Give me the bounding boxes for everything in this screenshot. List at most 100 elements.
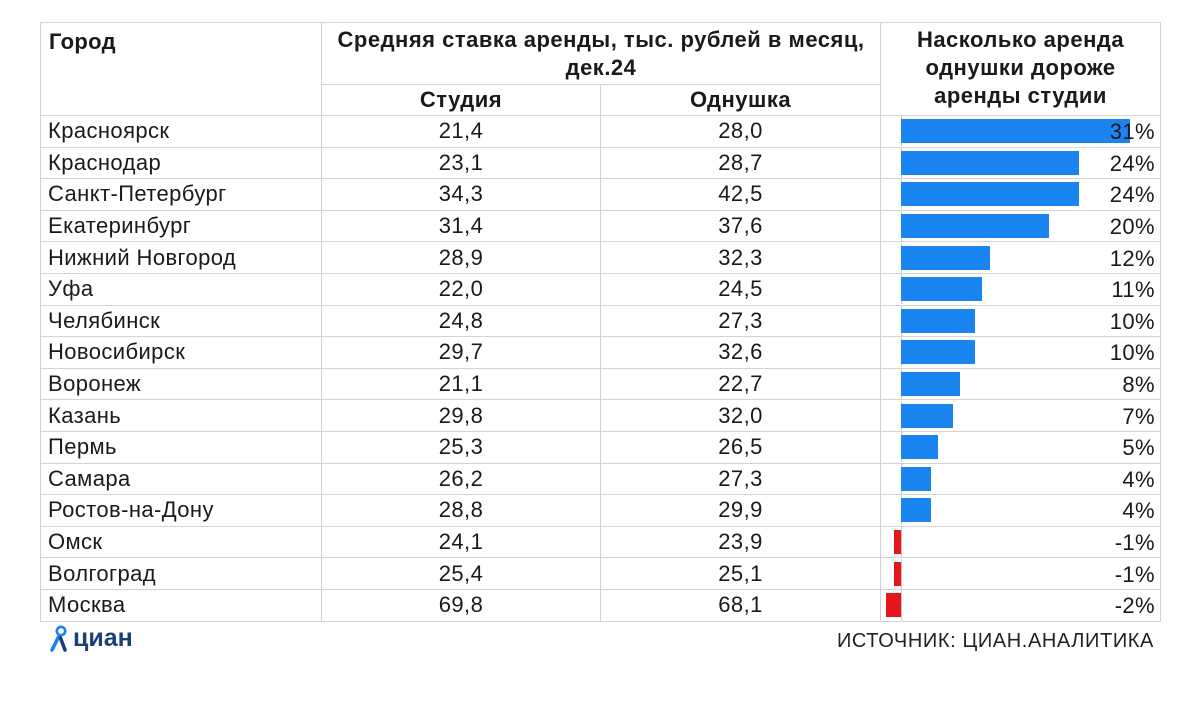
diff-label: -1%: [1114, 561, 1156, 587]
table-row: Ростов-на-Дону 28,8 29,9 4%: [40, 494, 1162, 527]
diff-bar: [901, 435, 939, 460]
diff-label: 20%: [1109, 214, 1156, 240]
diff-bar: [901, 372, 961, 397]
diff-bar-container: 4%: [881, 463, 1160, 494]
studio-rate: 21,1: [321, 367, 601, 401]
city-name: Казань: [40, 399, 322, 432]
diff-cell: 10%: [880, 336, 1162, 369]
city-name: Екатеринбург: [40, 209, 322, 243]
city-name: Волгоград: [40, 557, 322, 590]
source-note: ИСТОЧНИК: ЦИАН.АНАЛИТИКА: [836, 630, 1154, 652]
table-body: Красноярск 21,4 28,0 31% Краснодар 23,1 28,7 24…: [40, 115, 1162, 622]
diff-bar-container: -2%: [881, 590, 1160, 621]
city-name: Уфа: [40, 272, 322, 306]
diff-bar: [901, 119, 1131, 144]
diff-bar: [901, 214, 1050, 239]
header-avg-rate: Средняя ставка аренды, тыс. рублей в мес…: [320, 22, 882, 85]
zero-axis: [901, 558, 903, 589]
pin-icon: [50, 625, 67, 652]
diff-label: -1%: [1114, 530, 1156, 556]
city-name: Воронеж: [40, 367, 322, 401]
diff-bar-container: -1%: [881, 527, 1160, 558]
diff-label: 24%: [1109, 150, 1156, 176]
diff-label: 4%: [1122, 498, 1156, 524]
one-room-rate: 26,5: [599, 430, 882, 464]
one-room-rate: 68,1: [599, 588, 882, 622]
table-row: Екатеринбург 31,4 37,6 20%: [40, 209, 1162, 243]
diff-bar-container: 20%: [881, 211, 1160, 242]
studio-rate: 24,8: [321, 304, 601, 338]
diff-label: 10%: [1109, 340, 1156, 366]
studio-rate: 29,7: [321, 336, 601, 369]
diff-cell: -1%: [880, 557, 1162, 590]
table-row: Омск 24,1 23,9 -1%: [40, 525, 1162, 559]
diff-bar-container: -1%: [881, 558, 1160, 589]
zero-axis: [901, 527, 903, 558]
zero-axis: [901, 590, 903, 621]
one-room-rate: 42,5: [599, 178, 882, 211]
diff-bar: [901, 182, 1079, 207]
studio-rate: 28,9: [321, 241, 601, 274]
logo-text: циан: [73, 624, 133, 652]
table-row: Нижний Новгород 28,9 32,3 12%: [40, 241, 1162, 274]
one-room-rate: 29,9: [599, 494, 882, 527]
rent-table: Город Средняя ставка аренды, тыс. рублей…: [40, 22, 1162, 622]
diff-bar-container: 5%: [881, 432, 1160, 463]
diff-bar: [886, 593, 901, 618]
diff-cell: 24%: [880, 146, 1162, 180]
footer: циан ИСТОЧНИК: ЦИАН.АНАЛИТИКА: [40, 624, 1160, 656]
diff-cell: 10%: [880, 304, 1162, 338]
diff-bar: [901, 403, 953, 428]
diff-bar: [901, 466, 931, 491]
diff-bar: [893, 530, 901, 555]
one-room-rate: 27,3: [599, 462, 882, 496]
one-room-rate: 37,6: [599, 209, 882, 243]
diff-label: 7%: [1122, 403, 1156, 429]
diff-label: 31%: [1109, 119, 1156, 145]
studio-rate: 25,3: [321, 430, 601, 464]
table-row: Челябинск 24,8 27,3 10%: [40, 304, 1162, 338]
diff-cell: 4%: [880, 462, 1162, 496]
one-room-rate: 25,1: [599, 557, 882, 590]
studio-rate: 34,3: [321, 178, 601, 211]
city-name: Красноярск: [40, 115, 322, 148]
city-name: Ростов-на-Дону: [40, 494, 322, 527]
diff-label: 11%: [1111, 277, 1156, 303]
one-room-rate: 32,0: [599, 399, 882, 432]
studio-rate: 69,8: [321, 588, 601, 622]
one-room-rate: 32,3: [599, 241, 882, 274]
diff-label: 10%: [1109, 308, 1156, 334]
diff-bar: [901, 340, 976, 365]
diff-bar-container: 11%: [881, 274, 1160, 305]
studio-rate: 25,4: [321, 557, 601, 590]
city-name: Москва: [40, 588, 322, 622]
diff-bar-container: 4%: [881, 495, 1160, 526]
city-name: Омск: [40, 525, 322, 559]
city-name: Нижний Новгород: [40, 241, 322, 274]
one-room-rate: 32,6: [599, 336, 882, 369]
diff-cell: 5%: [880, 430, 1162, 464]
table-row: Москва 69,8 68,1 -2%: [40, 588, 1162, 622]
diff-cell: 7%: [880, 399, 1162, 432]
diff-cell: 8%: [880, 367, 1162, 401]
diff-bar-container: 24%: [881, 179, 1160, 210]
diff-cell: -1%: [880, 525, 1162, 559]
diff-label: 24%: [1109, 182, 1156, 208]
diff-bar: [901, 150, 1079, 175]
diff-bar: [901, 277, 983, 302]
diff-bar-container: 12%: [881, 242, 1160, 273]
city-name: Челябинск: [40, 304, 322, 338]
table-row: Санкт-Петербург 34,3 42,5 24%: [40, 178, 1162, 211]
diff-bar-container: 7%: [881, 400, 1160, 431]
diff-bar: [893, 561, 901, 586]
city-name: Пермь: [40, 430, 322, 464]
one-room-rate: 24,5: [599, 272, 882, 306]
diff-label: 12%: [1109, 245, 1156, 271]
studio-rate: 22,0: [321, 272, 601, 306]
one-room-rate: 23,9: [599, 525, 882, 559]
header-one-room: Однушка: [599, 84, 882, 116]
table-row: Уфа 22,0 24,5 11%: [40, 272, 1162, 306]
diff-cell: 4%: [880, 494, 1162, 527]
city-name: Краснодар: [40, 146, 322, 180]
diff-label: 5%: [1122, 435, 1156, 461]
